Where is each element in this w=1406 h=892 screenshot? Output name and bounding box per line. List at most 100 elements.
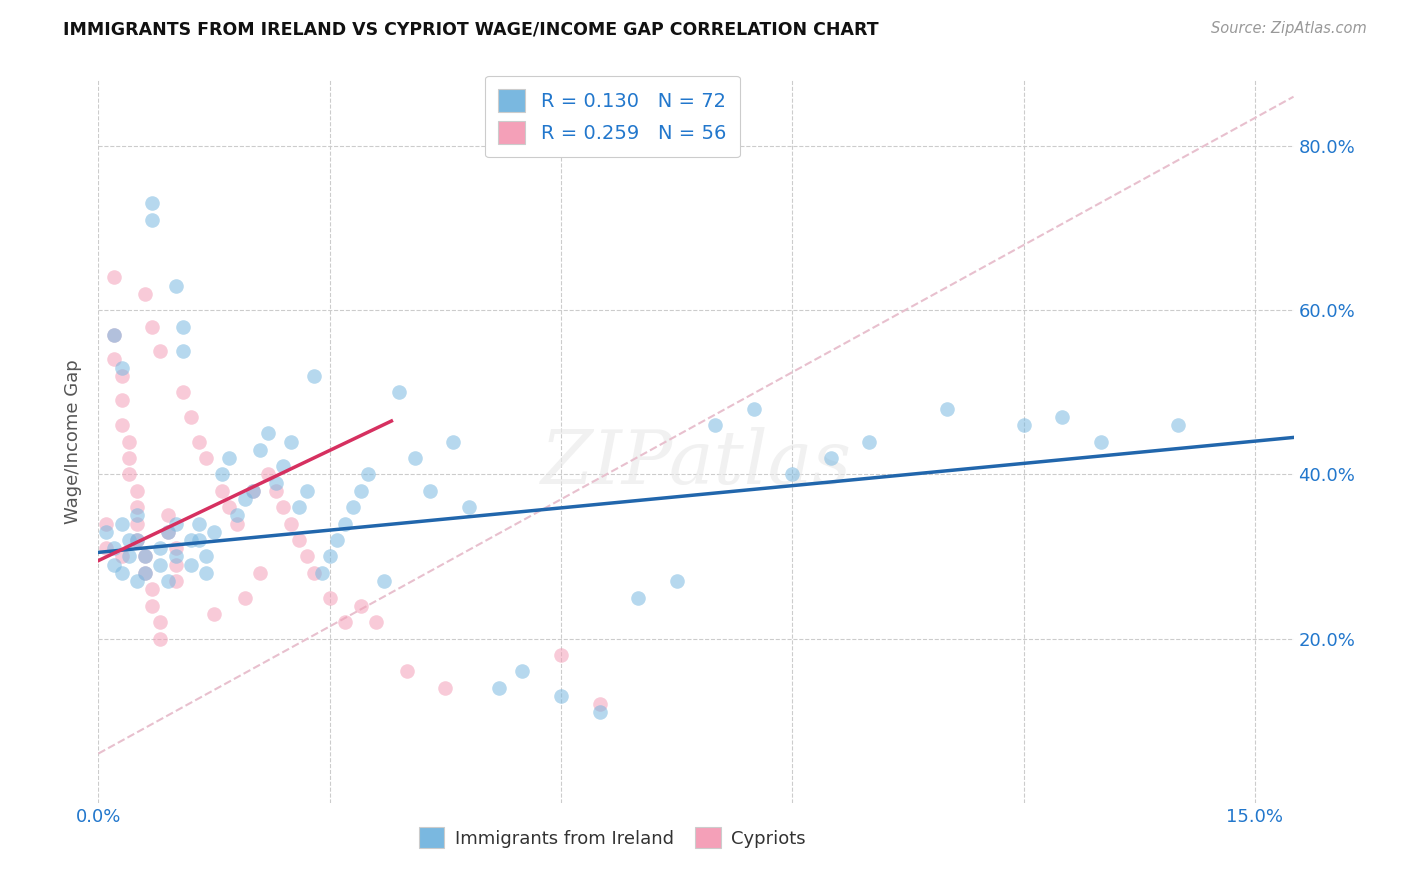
Point — [304, 368, 326, 383]
Point — [172, 319, 194, 334]
Point — [149, 541, 172, 556]
Legend: Immigrants from Ireland, Cypriots: Immigrants from Ireland, Cypriots — [412, 820, 813, 855]
Point — [103, 558, 125, 572]
Point — [187, 516, 209, 531]
Point — [512, 665, 534, 679]
Point — [141, 582, 163, 597]
Point — [295, 483, 318, 498]
Point — [165, 541, 187, 556]
Point — [125, 533, 148, 547]
Point — [156, 574, 179, 588]
Point — [257, 467, 280, 482]
Point — [820, 450, 842, 465]
Point — [319, 591, 342, 605]
Point — [125, 508, 148, 523]
Point — [110, 368, 132, 383]
Point — [141, 212, 163, 227]
Point — [195, 566, 218, 580]
Point — [357, 467, 380, 482]
Point — [118, 434, 141, 449]
Point — [233, 591, 256, 605]
Point — [218, 450, 240, 465]
Text: Source: ZipAtlas.com: Source: ZipAtlas.com — [1211, 21, 1367, 36]
Point — [218, 500, 240, 515]
Point — [125, 516, 148, 531]
Point — [110, 516, 132, 531]
Point — [110, 360, 132, 375]
Point — [110, 549, 132, 564]
Point — [156, 524, 179, 539]
Point — [134, 566, 156, 580]
Point — [704, 418, 727, 433]
Point — [125, 574, 148, 588]
Point — [103, 352, 125, 367]
Point — [118, 549, 141, 564]
Point — [288, 500, 311, 515]
Point — [349, 599, 371, 613]
Point — [665, 574, 688, 588]
Point — [118, 533, 141, 547]
Point — [395, 665, 418, 679]
Point — [233, 491, 256, 506]
Point — [441, 434, 464, 449]
Point — [550, 648, 572, 662]
Point — [103, 270, 125, 285]
Point — [226, 516, 249, 531]
Point — [141, 599, 163, 613]
Point — [94, 524, 117, 539]
Point — [165, 516, 187, 531]
Text: IMMIGRANTS FROM IRELAND VS CYPRIOT WAGE/INCOME GAP CORRELATION CHART: IMMIGRANTS FROM IRELAND VS CYPRIOT WAGE/… — [63, 21, 879, 38]
Point — [125, 533, 148, 547]
Point — [273, 500, 295, 515]
Point — [1167, 418, 1189, 433]
Point — [103, 327, 125, 342]
Point — [110, 418, 132, 433]
Point — [202, 607, 225, 621]
Point — [134, 549, 156, 564]
Point — [742, 401, 765, 416]
Point — [404, 450, 426, 465]
Point — [141, 196, 163, 211]
Point — [349, 483, 371, 498]
Point — [295, 549, 318, 564]
Point — [94, 516, 117, 531]
Point — [249, 566, 271, 580]
Point — [156, 508, 179, 523]
Point — [187, 533, 209, 547]
Point — [1050, 409, 1073, 424]
Point — [125, 483, 148, 498]
Point — [242, 483, 264, 498]
Point — [195, 450, 218, 465]
Point — [103, 541, 125, 556]
Point — [257, 426, 280, 441]
Point — [94, 541, 117, 556]
Point — [110, 566, 132, 580]
Point — [264, 475, 287, 490]
Point — [242, 483, 264, 498]
Point — [419, 483, 441, 498]
Point — [364, 615, 387, 630]
Point — [202, 524, 225, 539]
Point — [195, 549, 218, 564]
Point — [180, 409, 202, 424]
Point — [588, 706, 610, 720]
Point — [264, 483, 287, 498]
Point — [588, 698, 610, 712]
Point — [226, 508, 249, 523]
Point — [342, 500, 364, 515]
Point — [280, 516, 302, 531]
Point — [165, 574, 187, 588]
Point — [149, 632, 172, 646]
Point — [172, 385, 194, 400]
Point — [211, 483, 233, 498]
Point — [858, 434, 880, 449]
Point — [326, 533, 349, 547]
Point — [180, 558, 202, 572]
Point — [304, 566, 326, 580]
Point — [134, 566, 156, 580]
Point — [165, 278, 187, 293]
Point — [488, 681, 510, 695]
Point — [165, 549, 187, 564]
Point — [110, 393, 132, 408]
Point — [1012, 418, 1035, 433]
